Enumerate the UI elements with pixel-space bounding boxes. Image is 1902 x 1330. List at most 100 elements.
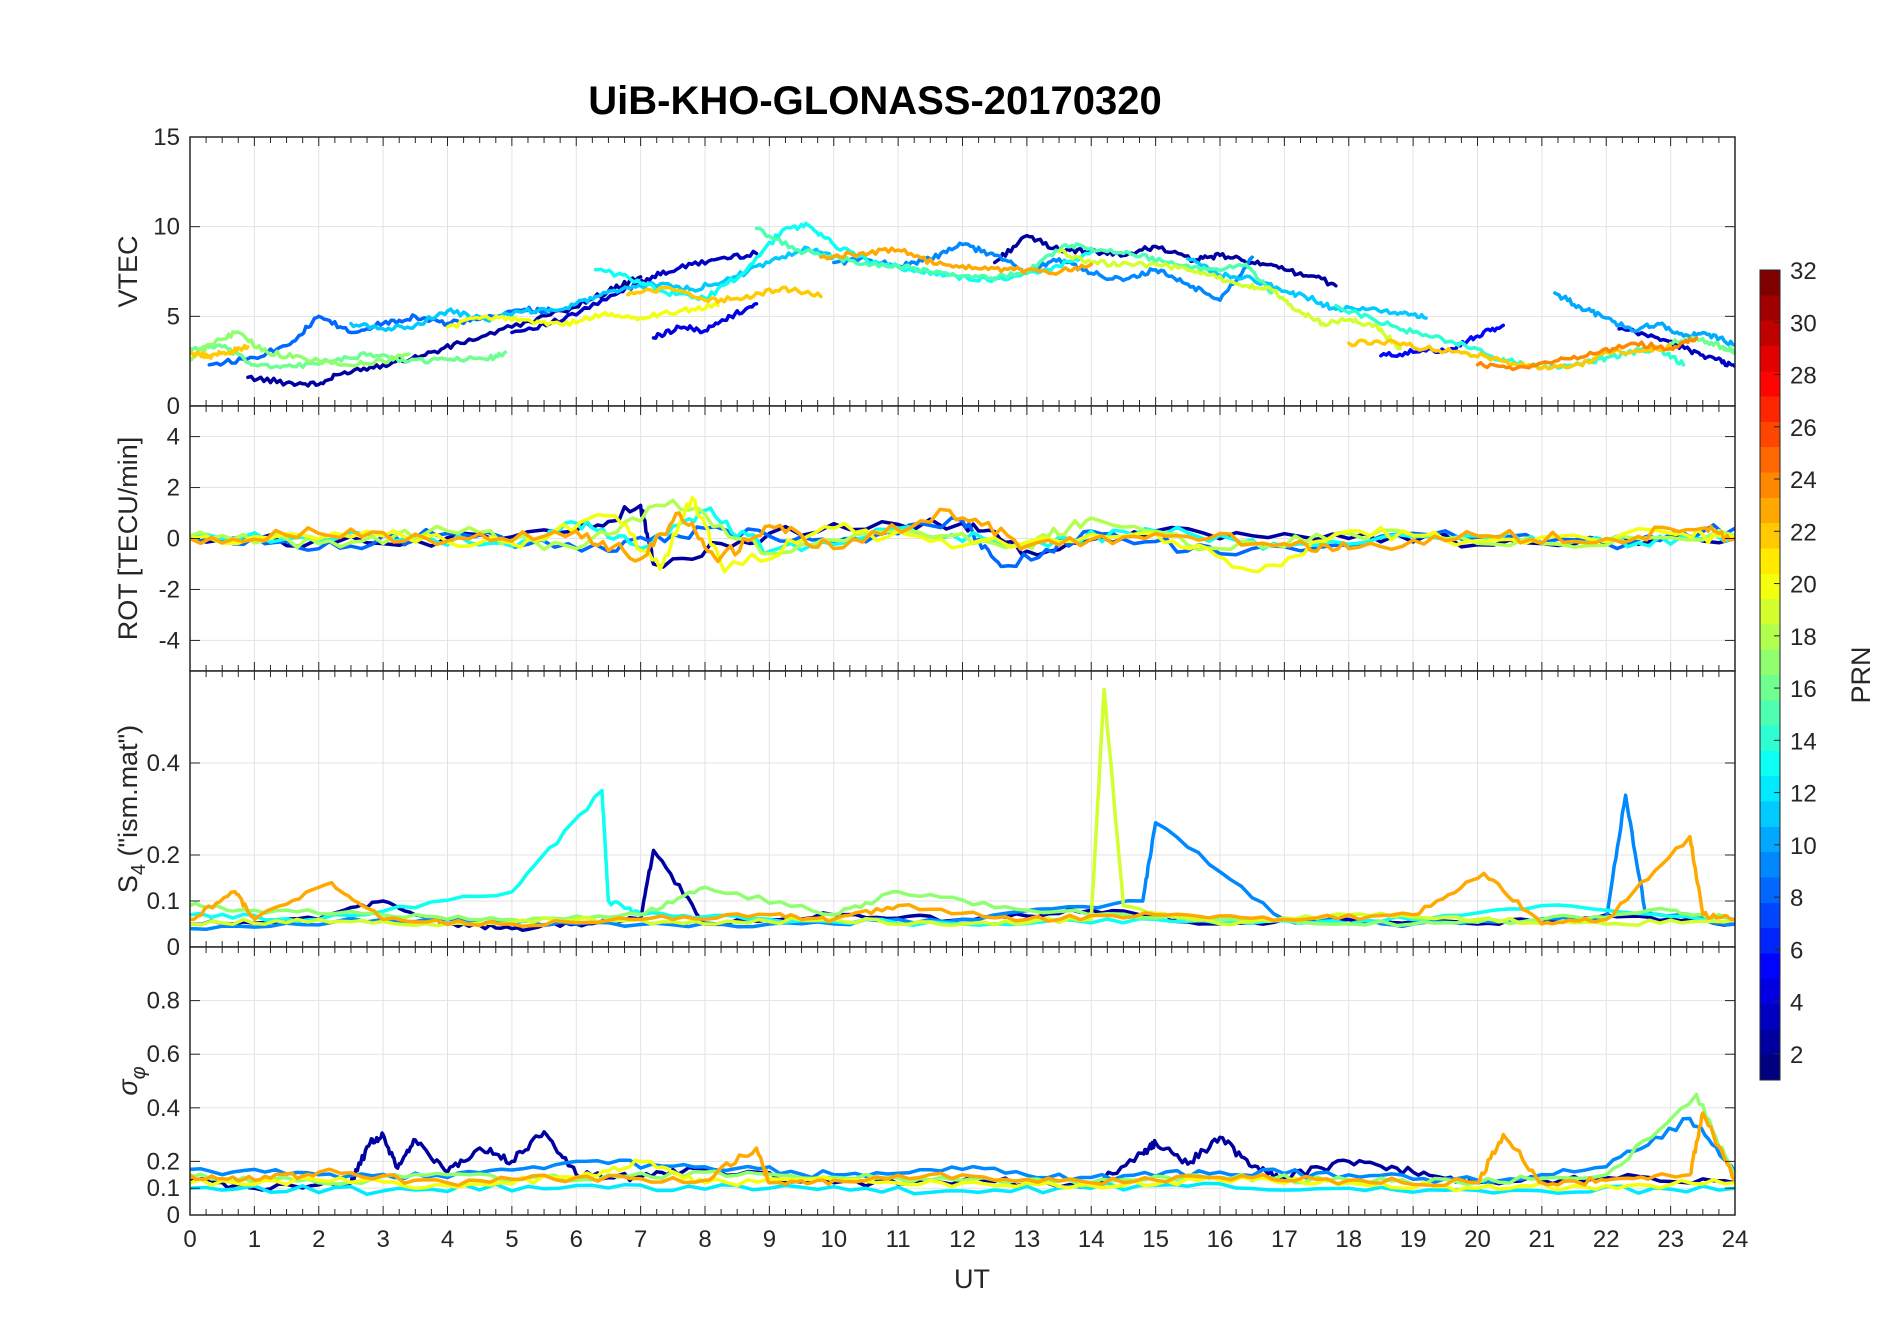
- series-group: [190, 1092, 1735, 1197]
- x-tick-label: 2: [312, 1226, 325, 1253]
- x-tick-label: 0: [183, 1226, 196, 1253]
- series-line-prn-20: [445, 302, 720, 329]
- colorbar-tick-label: 26: [1790, 415, 1817, 442]
- series-line-prn-17: [190, 330, 411, 368]
- y-tick-label: 0.4: [147, 750, 180, 777]
- y-tick-label: 4: [167, 424, 180, 451]
- colorbar-tick-label: 4: [1790, 990, 1803, 1017]
- y-tick-label: 0.2: [147, 842, 180, 869]
- colorbar-tick-label: 28: [1790, 363, 1817, 390]
- x-tick-label: 10: [820, 1226, 847, 1253]
- y-tick-label: 0: [167, 1202, 180, 1229]
- series-line-prn-23: [190, 507, 1735, 564]
- x-tick-label: 19: [1400, 1226, 1427, 1253]
- colorbar-label: PRN: [1846, 646, 1876, 703]
- panel-sigma: 00.10.2 0.4 0.6 0.8 σφ: [113, 946, 1736, 1229]
- series-line-prn-11: [349, 245, 836, 333]
- series-line-prn-20: [190, 495, 1735, 574]
- x-tick-label: 17: [1271, 1226, 1298, 1253]
- series-line-prn-20: [190, 1158, 1735, 1193]
- series-line-prn-16: [190, 343, 508, 370]
- x-tick-label: 7: [634, 1226, 647, 1253]
- series-line-prn-11: [1186, 257, 1428, 320]
- colorbar-tick-label: 12: [1790, 781, 1817, 808]
- x-tick-label: 22: [1593, 1226, 1620, 1253]
- colorbar-tick-label: 18: [1790, 624, 1817, 651]
- series-line-prn-2: [992, 233, 1338, 288]
- x-tick-label: 11: [886, 1226, 911, 1253]
- y-tick-label: 2: [167, 475, 180, 502]
- series-line-prn-10: [1553, 291, 1735, 347]
- y-axis-label: σφ: [113, 1066, 150, 1095]
- series-line-prn-2: [246, 275, 643, 388]
- colorbar-tick-label: 16: [1790, 676, 1817, 703]
- x-tick-label: 1: [248, 1226, 261, 1253]
- series-line-prn-22: [1347, 338, 1673, 371]
- tick-marks: [189, 406, 1736, 671]
- series-group: [190, 495, 1735, 574]
- panel-vtec: 0 5 10 15 VTEC: [113, 124, 1736, 420]
- y-tick-label: 0: [167, 393, 180, 420]
- panel-s4: 0 0.1 0.2 0.4S4 ("ism.mat"): [113, 670, 1736, 961]
- x-tick-label: 20: [1464, 1226, 1491, 1253]
- x-tick-label: 16: [1207, 1226, 1234, 1253]
- x-tick-label: 14: [1078, 1226, 1105, 1253]
- x-tick-label: 15: [1142, 1226, 1169, 1253]
- tick-marks: [189, 947, 1736, 1216]
- series-line-prn-24: [1475, 336, 1699, 372]
- x-tick-label: 3: [376, 1226, 389, 1253]
- colorbar-tick-label: 14: [1790, 728, 1817, 755]
- series-line-prn-9: [190, 1116, 1735, 1185]
- series-line-prn-3: [1617, 326, 1735, 369]
- colorbar-tick-label: 32: [1790, 258, 1817, 285]
- x-tick-label: 4: [441, 1226, 454, 1253]
- y-axis-label: ROT [TECU/min]: [113, 437, 143, 641]
- y-tick-label: 0.8: [147, 988, 180, 1015]
- series-group: [190, 221, 1735, 388]
- series-line-prn-5: [1379, 323, 1506, 358]
- series-line-prn-4: [651, 302, 759, 340]
- colorbar-tick-label: 10: [1790, 833, 1817, 860]
- x-tick-label: 12: [949, 1226, 976, 1253]
- y-tick-label: 0.1: [147, 1175, 180, 1202]
- series-line-prn-3: [510, 249, 759, 335]
- x-tick-label: 6: [570, 1226, 583, 1253]
- y-tick-label: 0.6: [147, 1041, 180, 1068]
- series-line-prn-12: [190, 1181, 1735, 1197]
- y-tick-label: 15: [153, 124, 180, 151]
- y-tick-label: 0: [167, 526, 180, 553]
- y-axis-label: S4 ("ism.mat"): [113, 725, 150, 893]
- chart-title: UiB-KHO-GLONASS-20170320: [588, 79, 1162, 123]
- x-tick-label: 8: [698, 1226, 711, 1253]
- series-line-prn-23: [819, 246, 1094, 276]
- panel-rot: -4 -2 0 2 4 ROT [TECU/min]: [113, 405, 1736, 672]
- y-tick-label: 5: [167, 303, 180, 330]
- colorbar-tick-label: 2: [1790, 1042, 1803, 1069]
- colorbar-tick-label: 6: [1790, 937, 1803, 964]
- colorbar-gradient: [1759, 269, 1781, 1081]
- x-tick-label: 23: [1657, 1226, 1684, 1253]
- y-tick-label: 0: [167, 934, 180, 961]
- x-tick-labels: 0 1 2 3 4 5 6 7 8 9 10 11 12 13 14 15 16 17 18 19 20 21 22 23 24: [183, 1226, 1748, 1253]
- series-group: [190, 687, 1735, 933]
- colorbar-tick-label: 30: [1790, 310, 1817, 337]
- y-tick-label: 0.1: [147, 888, 180, 915]
- y-tick-label: 0.4: [147, 1095, 180, 1122]
- x-tick-label: 21: [1529, 1226, 1556, 1253]
- series-line-prn-23: [190, 834, 1735, 929]
- colorbar-tick-label: 24: [1790, 467, 1817, 494]
- colorbar-tick-label: 20: [1790, 572, 1817, 599]
- colorbar-tick-label: 22: [1790, 519, 1817, 546]
- x-tick-label: 5: [505, 1226, 518, 1253]
- y-tick-label: -4: [159, 627, 180, 654]
- series-line-prn-22: [626, 285, 823, 305]
- y-tick-label: -2: [159, 576, 180, 603]
- x-tick-label: 9: [763, 1226, 776, 1253]
- x-tick-label: 24: [1722, 1226, 1749, 1253]
- x-tick-label: 13: [1014, 1226, 1041, 1253]
- x-axis-label: UT: [954, 1264, 990, 1294]
- colorbar-tick-label: 8: [1790, 885, 1803, 912]
